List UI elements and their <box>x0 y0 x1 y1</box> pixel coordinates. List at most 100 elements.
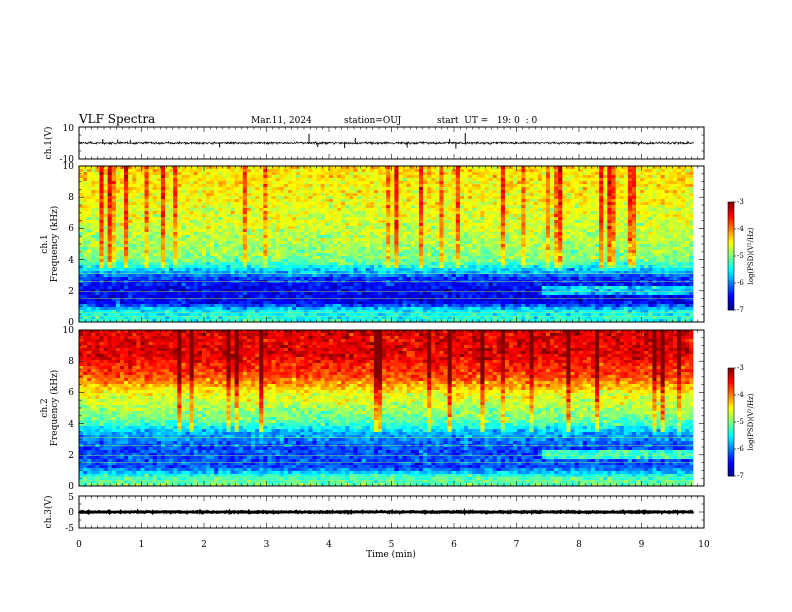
spectrogram-cell <box>431 283 436 287</box>
spectrogram-cell <box>255 295 260 299</box>
spectrogram-cell <box>418 319 424 323</box>
spectrogram-cell <box>242 220 248 224</box>
spectrogram-cell <box>345 307 350 311</box>
spectrogram-cell <box>156 217 162 221</box>
spectrogram-cell <box>173 259 178 263</box>
spectrogram-cell <box>205 250 211 254</box>
spectrogram-cell <box>316 259 322 263</box>
spectrogram-cell <box>365 238 371 242</box>
spectrogram-cell <box>316 187 322 191</box>
spectrogram-cell <box>414 292 420 296</box>
spectrogram-cell <box>205 283 211 287</box>
spectrogram-cell <box>177 169 182 173</box>
spectrogram-cell <box>357 202 363 206</box>
spectrogram-cell <box>324 181 330 185</box>
spectrogram-cell <box>337 301 342 305</box>
spectrogram-cell <box>427 208 432 212</box>
spectrogram-cell <box>165 250 170 254</box>
spectrogram-cell <box>341 217 346 221</box>
spectrogram-cell <box>83 181 88 185</box>
spectrogram-cell <box>156 247 162 251</box>
spectrogram-cell <box>111 178 117 182</box>
spectrogram-cell <box>275 247 281 251</box>
spectrogram-cell <box>369 313 375 317</box>
spectrogram-cell <box>341 205 346 209</box>
spectrogram-cell <box>152 196 158 200</box>
spectrogram-cell <box>345 235 350 239</box>
spectrogram-cell <box>79 259 84 263</box>
spectrogram-cell <box>95 289 100 293</box>
spectrogram-cell <box>169 196 174 200</box>
spectrogram-cell <box>128 235 133 239</box>
spectrogram-cell <box>230 190 236 194</box>
spectrogram-cell <box>255 184 260 188</box>
spectrogram-cell <box>152 310 158 314</box>
spectrogram-cell <box>238 214 244 218</box>
spectrogram-cell <box>353 319 358 323</box>
spectrogram-cell <box>390 283 395 287</box>
spectrogram-cell <box>357 271 363 275</box>
spectrogram-cell <box>246 208 252 212</box>
spectrogram-cell <box>394 241 399 245</box>
spectrogram-cell <box>378 226 383 230</box>
spectrogram-cell <box>357 268 363 272</box>
spectrogram-cell <box>283 313 289 317</box>
spectrogram-cell <box>300 265 305 269</box>
spectrogram-cell <box>320 289 326 293</box>
spectrogram-cell <box>406 304 412 308</box>
spectrogram-cell <box>83 304 88 308</box>
spectrogram-cell <box>246 304 252 308</box>
spectrogram-cell <box>365 307 371 311</box>
spectrogram-cell <box>83 307 88 311</box>
spectrogram-cell <box>320 199 326 203</box>
spectrogram-cell <box>353 199 358 203</box>
spectrogram-cell <box>132 214 137 218</box>
spectrogram-cell <box>83 283 88 287</box>
spectrogram-cell <box>148 313 154 317</box>
spectrogram-cell <box>99 238 104 242</box>
spectrogram-cell <box>95 190 100 194</box>
spectrogram-cell <box>349 235 354 239</box>
spectrogram-cell <box>173 313 178 317</box>
spectrogram-cell <box>214 253 219 257</box>
spectrogram-cell <box>201 295 207 299</box>
spectrogram-cell <box>255 250 260 254</box>
spectrogram-cell <box>394 178 399 182</box>
spectrogram-cell <box>128 190 133 194</box>
spectrogram-cell <box>308 181 313 185</box>
spectrogram-cell <box>398 196 403 200</box>
spectrogram-cell <box>115 292 121 296</box>
spectrogram-cell <box>246 250 252 254</box>
spectrogram-cell <box>140 196 145 200</box>
spectrogram-cell <box>107 301 113 305</box>
spectrogram-cell <box>193 208 199 212</box>
spectrogram-cell <box>165 313 170 317</box>
spectrogram-cell <box>210 310 215 314</box>
spectrogram-cell <box>222 295 227 299</box>
spectrogram-cell <box>226 196 231 200</box>
spectrogram-cell <box>152 238 158 242</box>
spectrogram-cell <box>177 271 182 275</box>
spectrogram-cell <box>320 178 326 182</box>
spectrogram-cell <box>189 319 195 323</box>
spectrogram-cell <box>373 202 379 206</box>
spectrogram-cell <box>160 307 166 311</box>
spectrogram-cell <box>369 259 375 263</box>
spectrogram-cell <box>124 259 129 263</box>
spectrogram-cell <box>369 316 375 320</box>
spectrogram-cell <box>246 268 252 272</box>
spectrogram-cell <box>107 292 113 296</box>
spectrogram-cell <box>79 256 84 260</box>
spectrogram-cell <box>197 262 203 266</box>
spectrogram-cell <box>320 196 326 200</box>
spectrogram-cell <box>87 307 92 311</box>
spectrogram-cell <box>345 301 350 305</box>
spectrogram-cell <box>173 196 178 200</box>
spectrogram-cell <box>312 238 317 242</box>
spectrogram-cell <box>308 205 313 209</box>
spectrogram-cell <box>287 202 293 206</box>
spectrogram-cell <box>316 277 322 281</box>
spectrogram-cell <box>87 295 92 299</box>
spectrogram-cell <box>304 193 309 197</box>
spectrogram-cell <box>353 229 358 233</box>
